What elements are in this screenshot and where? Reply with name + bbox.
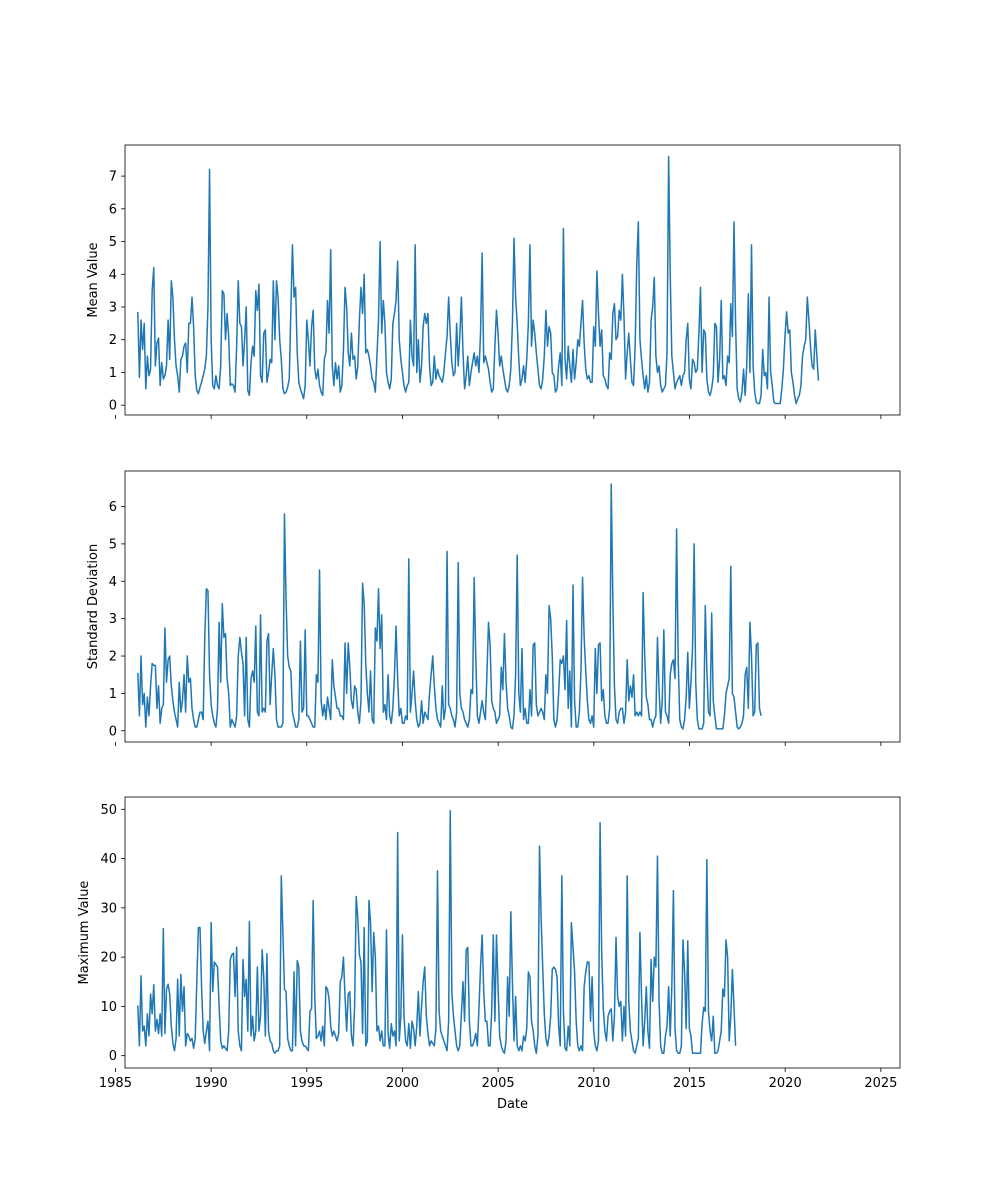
maximum-value-xtick-label: 1990 xyxy=(195,1076,228,1091)
maximum-value-xticks: 1985 1990 1995 2000 2005 2010 2015 2020 2025 xyxy=(99,1068,897,1091)
maximum-value-ytick-label: 40 xyxy=(100,852,117,867)
mean-value-ytick-label: 6 xyxy=(109,202,117,217)
mean-value-panel: 0 1 2 3 4 5 6 7 Mean Value xyxy=(86,144,901,419)
maximum-value-xtick-label: 2020 xyxy=(769,1076,802,1091)
maximum-value-xtick-label: 2010 xyxy=(577,1076,610,1091)
mean-value-series-line xyxy=(137,155,820,405)
mean-value-ytick-label: 3 xyxy=(109,301,117,316)
maximum-value-ytick-label: 20 xyxy=(100,951,117,966)
standard-deviation-plot-frame xyxy=(124,470,901,743)
maximum-value-xtick-label: 1985 xyxy=(99,1076,132,1091)
mean-value-xticks xyxy=(115,415,882,419)
standard-deviation-ytick-label: 1 xyxy=(109,687,117,702)
standard-deviation-ytick-label: 2 xyxy=(109,650,117,665)
mean-value-ytick-label: 0 xyxy=(109,399,117,414)
standard-deviation-series-line xyxy=(137,483,762,730)
maximum-value-yticks: 0 10 20 30 40 50 xyxy=(100,803,125,1064)
maximum-value-xtick-label: 1995 xyxy=(290,1076,323,1091)
mean-value-ytick-label: 7 xyxy=(109,170,117,185)
maximum-value-panel: 0 10 20 30 40 50 1985 1990 1995 2000 2005 2010 2015… xyxy=(77,796,901,1112)
maximum-value-ytick-label: 30 xyxy=(100,901,117,916)
maximum-value-series-line xyxy=(137,810,737,1054)
maximum-value-ytick-label: 10 xyxy=(100,1000,117,1015)
mean-value-plot-frame xyxy=(124,144,901,416)
maximum-value-ytick-label: 50 xyxy=(100,803,117,818)
standard-deviation-ytick-label: 5 xyxy=(109,537,117,552)
standard-deviation-ytick-label: 6 xyxy=(109,500,117,515)
standard-deviation-panel: 0 1 2 3 4 5 6 Standard Deviation xyxy=(86,470,901,746)
standard-deviation-ylabel: Standard Deviation xyxy=(86,544,101,669)
mean-value-yticks: 0 1 2 3 4 5 6 7 xyxy=(109,170,125,414)
mean-value-ylabel: Mean Value xyxy=(86,242,101,317)
standard-deviation-yticks: 0 1 2 3 4 5 6 xyxy=(109,500,125,739)
maximum-value-plot-frame xyxy=(124,796,901,1069)
maximum-value-xtick-label: 2015 xyxy=(673,1076,706,1091)
maximum-value-xtick-label: 2000 xyxy=(386,1076,419,1091)
standard-deviation-ytick-label: 3 xyxy=(109,612,117,627)
mean-value-ytick-label: 5 xyxy=(109,235,117,250)
mean-value-ytick-label: 1 xyxy=(109,366,117,381)
date-xlabel: Date xyxy=(497,1097,528,1112)
standard-deviation-xticks xyxy=(115,742,882,746)
maximum-value-ytick-label: 0 xyxy=(109,1049,117,1064)
standard-deviation-ytick-label: 4 xyxy=(109,575,117,590)
maximum-value-xtick-label: 2025 xyxy=(864,1076,897,1091)
standard-deviation-ytick-label: 0 xyxy=(109,724,117,739)
maximum-value-ylabel: Maximum Value xyxy=(77,881,92,985)
mean-value-ytick-label: 4 xyxy=(109,268,117,283)
mean-value-ytick-label: 2 xyxy=(109,333,117,348)
maximum-value-xtick-label: 2005 xyxy=(482,1076,515,1091)
